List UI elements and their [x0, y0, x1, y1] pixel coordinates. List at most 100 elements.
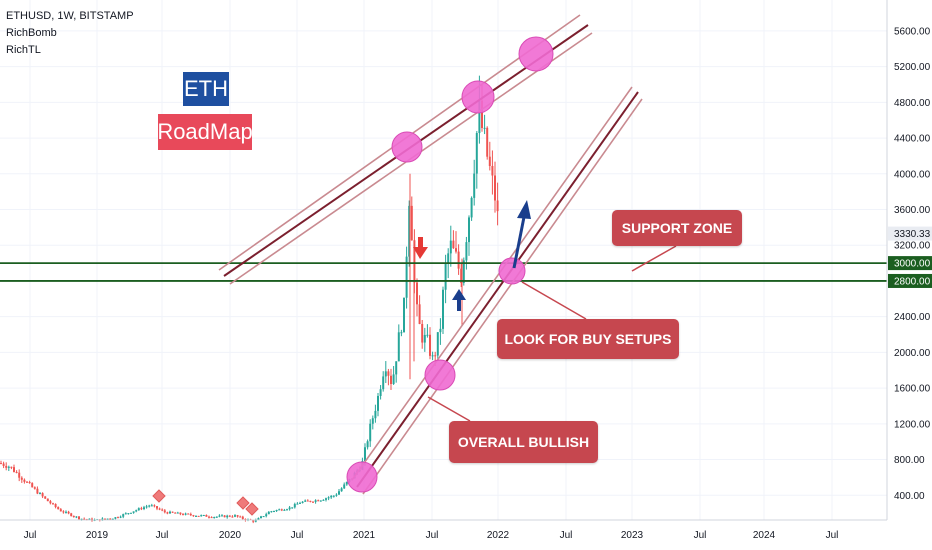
candle-body [371, 418, 374, 424]
candle-body [262, 516, 265, 518]
candle-body [184, 513, 187, 515]
candle-body [33, 487, 36, 489]
candle-body [395, 361, 398, 375]
candle-body [301, 501, 304, 503]
time-tick-label: 2020 [219, 530, 242, 541]
candle-body [332, 495, 335, 497]
candle-body [436, 332, 439, 356]
candle-body [447, 253, 450, 265]
candle-body [377, 395, 379, 411]
candle-body [340, 488, 343, 492]
channel-touch-circle [518, 36, 554, 72]
down-arrow-head [413, 247, 428, 259]
candle-body [278, 509, 281, 511]
time-tick-label: Jul [826, 530, 839, 541]
candle-body [213, 517, 216, 519]
candle-body [236, 515, 239, 517]
signal-diamond [245, 502, 259, 516]
candle-body [192, 515, 195, 517]
candle-body [273, 511, 275, 513]
candle-body [202, 515, 205, 517]
candle-body [205, 515, 208, 517]
candle-body [478, 100, 481, 134]
candle-body [171, 511, 174, 513]
candle-body [304, 500, 307, 502]
drawings [0, 14, 887, 516]
candle-body [106, 518, 109, 520]
candle-body [5, 465, 8, 468]
candle-body [18, 472, 21, 478]
candle-body [23, 479, 26, 482]
candle-body [114, 517, 117, 519]
candle-body [15, 471, 18, 473]
price-tick-label: 4800.00 [894, 98, 931, 109]
candle-body [452, 240, 455, 249]
candle-body [176, 512, 179, 514]
candle-body [119, 516, 122, 518]
time-axis[interactable]: Jul 2019 Jul 2020 Jul 2021 Jul 2022 Jul 2023 Jul 20… [0, 519, 887, 541]
candle-body [78, 516, 80, 520]
candle-body [317, 500, 320, 502]
candle-body [179, 512, 182, 515]
channel-touch-circle [391, 131, 423, 163]
time-tick-label: 2024 [753, 530, 776, 541]
candle-body [215, 516, 218, 518]
candle-body [62, 511, 65, 513]
candle-body [163, 510, 166, 513]
grid [0, 0, 887, 520]
candle-body [496, 200, 499, 212]
candle-body [231, 516, 234, 518]
candle-body [150, 505, 153, 507]
support-zone-connector [631, 245, 677, 272]
candle-body [275, 510, 278, 512]
candle-body [0, 463, 2, 465]
price-tick-label: 3200.00 [894, 241, 931, 252]
candle-body [416, 282, 418, 305]
candle-body [400, 332, 403, 334]
time-tick-label: Jul [694, 530, 707, 541]
candle-body [387, 371, 390, 376]
candle-body [442, 289, 444, 329]
candle-body [36, 488, 39, 494]
channel-touch-circle [461, 80, 495, 114]
candle-body [2, 463, 5, 466]
candle-body [208, 516, 210, 518]
candle-body [470, 197, 473, 218]
candle-body [13, 467, 15, 472]
down-arrow-shaft [418, 237, 423, 249]
signal-diamond [236, 496, 250, 510]
indicator-richtl[interactable]: RichTL [6, 44, 41, 56]
candle-body [44, 496, 47, 499]
candle-body [195, 515, 197, 517]
candle-body [413, 240, 416, 283]
candle-body [418, 304, 421, 324]
symbol-legend[interactable]: ETHUSD, 1W, BITSTAMP [6, 10, 134, 22]
time-tick-label: Jul [156, 530, 169, 541]
support-zone-callout: SUPPORT ZONE [612, 210, 742, 246]
candle-body [122, 514, 125, 517]
candle-body [257, 518, 260, 521]
price-axis[interactable]: 400.00 800.00 1200.00 1600.00 2000.00 2400.00… [886, 0, 932, 550]
candle-body [343, 484, 346, 489]
candle-body [200, 515, 203, 517]
candle-body [28, 482, 31, 484]
candle-body [145, 506, 148, 508]
candle-body [327, 497, 330, 499]
zone-top-label-bg [888, 256, 932, 271]
candle-body [421, 323, 424, 343]
eth-badge: ETH [183, 72, 229, 106]
candle-body [252, 520, 255, 522]
price-tick-label: 2400.00 [894, 312, 931, 323]
indicator-richbomb[interactable]: RichBomb [6, 27, 57, 39]
candle-body [460, 268, 463, 283]
candle-body [75, 516, 78, 518]
candle-body [491, 166, 494, 176]
channel-lower-inner [362, 98, 643, 495]
candle-body [403, 297, 405, 333]
candle-body [312, 501, 314, 503]
candle-body [265, 514, 268, 517]
candle-body [137, 508, 140, 511]
candle-body [174, 512, 177, 514]
look-for-buy-callout: LOOK FOR BUY SETUPS [497, 319, 679, 359]
